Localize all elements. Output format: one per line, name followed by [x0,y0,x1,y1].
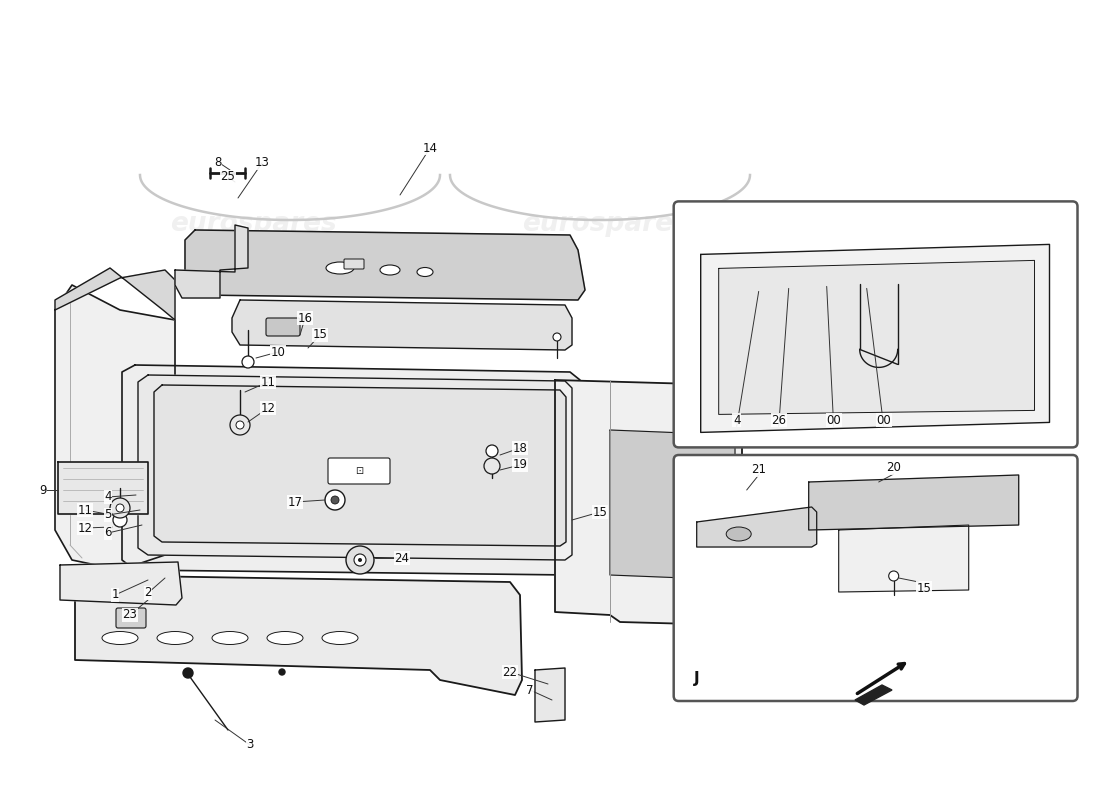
Text: eurospares: eurospares [169,211,337,237]
Text: 26: 26 [771,414,786,427]
Ellipse shape [157,631,192,645]
Polygon shape [610,430,735,580]
Text: 14: 14 [422,142,438,154]
Circle shape [230,415,250,435]
Text: ⊡: ⊡ [355,466,363,476]
Polygon shape [185,230,585,300]
Text: 4: 4 [733,414,740,427]
Circle shape [346,546,374,574]
Ellipse shape [326,262,354,274]
Polygon shape [696,507,816,547]
Polygon shape [535,668,565,722]
Ellipse shape [322,631,358,645]
Text: 00: 00 [826,414,842,427]
Text: eurospares: eurospares [169,427,337,453]
Circle shape [110,498,130,518]
Text: 15: 15 [593,506,607,518]
Text: 5: 5 [104,509,112,522]
Circle shape [553,333,561,341]
Ellipse shape [102,631,138,645]
Circle shape [324,490,345,510]
Ellipse shape [417,267,433,277]
Polygon shape [701,245,1049,432]
Polygon shape [122,365,580,575]
Polygon shape [55,285,175,570]
Ellipse shape [726,527,751,541]
Text: 23: 23 [122,609,138,622]
Text: 20: 20 [887,462,901,474]
Circle shape [354,554,366,566]
Text: 15: 15 [916,582,931,594]
Circle shape [889,571,899,581]
Circle shape [242,356,254,368]
Polygon shape [556,380,742,625]
FancyBboxPatch shape [328,458,390,484]
Circle shape [331,496,339,504]
Polygon shape [60,562,182,605]
Polygon shape [58,462,148,514]
Ellipse shape [212,631,248,645]
Text: 12: 12 [77,522,92,534]
Text: eurospares: eurospares [847,542,944,557]
Text: 11: 11 [77,503,92,517]
Text: 13: 13 [254,157,270,170]
Text: 1: 1 [111,589,119,602]
Polygon shape [138,375,572,560]
Text: 7: 7 [526,683,534,697]
Polygon shape [55,268,175,320]
Text: J: J [694,670,700,686]
Circle shape [484,458,500,474]
Circle shape [358,558,362,562]
Text: 2: 2 [144,586,152,599]
Polygon shape [855,685,892,705]
Circle shape [236,421,244,429]
Polygon shape [808,475,1019,530]
Text: 10: 10 [271,346,285,358]
Circle shape [113,513,127,527]
Text: 6: 6 [104,526,112,539]
Circle shape [486,445,498,457]
FancyBboxPatch shape [116,608,146,628]
Text: 8: 8 [214,155,222,169]
Text: 12: 12 [261,402,275,414]
FancyBboxPatch shape [344,259,364,269]
Text: 15: 15 [312,329,328,342]
Text: 19: 19 [513,458,528,471]
FancyBboxPatch shape [266,318,300,336]
Circle shape [183,668,192,678]
Polygon shape [838,525,969,592]
Polygon shape [175,225,248,298]
Text: 18: 18 [513,442,527,454]
Circle shape [279,669,285,675]
FancyBboxPatch shape [673,455,1078,701]
Text: 3: 3 [246,738,254,751]
Text: 00: 00 [877,414,891,427]
Text: 16: 16 [297,311,312,325]
Circle shape [116,504,124,512]
FancyBboxPatch shape [673,202,1078,447]
Text: 4: 4 [104,490,112,503]
Ellipse shape [267,631,303,645]
Text: 11: 11 [261,375,275,389]
Text: 17: 17 [287,495,303,509]
Text: 25: 25 [221,170,235,183]
Text: 9: 9 [40,483,46,497]
Polygon shape [232,300,572,350]
Text: eurospares: eurospares [521,427,689,453]
Text: 21: 21 [751,463,767,477]
Polygon shape [75,575,522,695]
Text: 24: 24 [395,551,409,565]
Text: eurospares: eurospares [521,211,689,237]
Polygon shape [718,261,1034,414]
Text: 22: 22 [503,666,517,678]
Ellipse shape [379,265,400,275]
Polygon shape [154,385,566,546]
